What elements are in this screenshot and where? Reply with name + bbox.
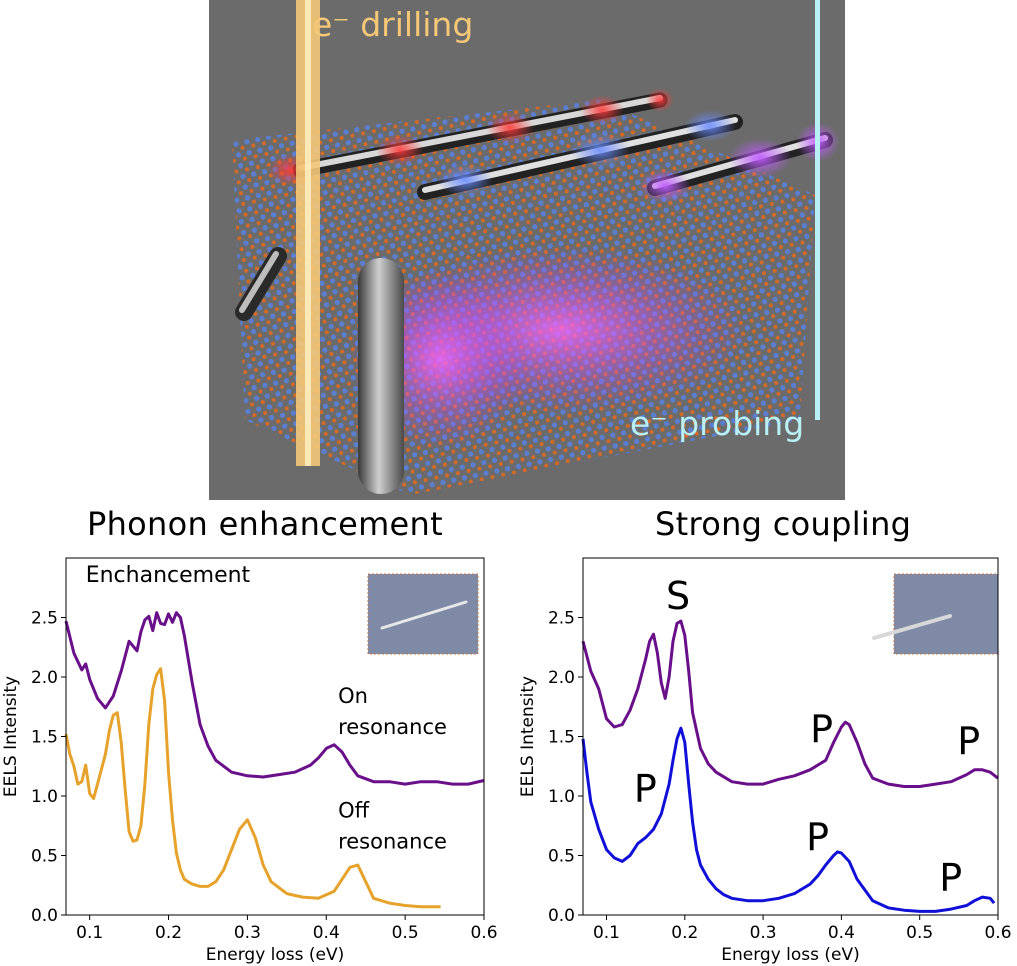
- left-panel-title: Phonon enhancement: [87, 505, 443, 543]
- x-tick-label: 0.4: [313, 923, 340, 943]
- y-tick-label: 0.0: [31, 906, 58, 926]
- x-tick-label: 0.4: [828, 923, 855, 943]
- nanostructure-illustration: e⁻ drilling e⁻ probing: [209, 0, 845, 500]
- y-tick-label: 0.5: [31, 847, 58, 867]
- annotation-label: P: [806, 816, 829, 860]
- y-axis-label: EELS Intensity: [518, 676, 538, 797]
- nanorod-mid-blue: [417, 110, 743, 200]
- series-line-2: [64, 667, 441, 909]
- annotation-label: Enchancement: [86, 563, 251, 588]
- x-tick-label: 0.2: [155, 923, 182, 943]
- y-tick-label: 1.0: [31, 787, 58, 807]
- x-tick-label: 0.6: [470, 923, 497, 943]
- right-panel-title: Strong coupling: [655, 505, 912, 543]
- annotation-label: P: [939, 856, 962, 900]
- inset-thumbnail: [872, 573, 999, 655]
- x-tick-label: 0.3: [750, 923, 777, 943]
- y-tick-label: 2.5: [31, 609, 58, 629]
- x-tick-label: 0.5: [392, 923, 419, 943]
- series-line-1: [64, 611, 485, 786]
- x-tick-label: 0.2: [671, 923, 698, 943]
- series-line-2: [581, 726, 996, 913]
- annotation-label: On: [338, 684, 368, 708]
- annotation-label: P: [810, 707, 833, 751]
- inset-thumbnail: [367, 573, 479, 655]
- strong-coupling-chart: 0.1 0.2 0.3 0.4 0.5 0.6 0.0 0.5 1.0 1.5 2.0 2.5 Ener…: [518, 557, 1012, 965]
- y-tick-label: 2.0: [31, 668, 58, 688]
- x-axis-label: Energy loss (eV): [206, 945, 345, 965]
- nanorod-vertical: [358, 258, 404, 494]
- y-tick-label: 1.5: [31, 728, 58, 748]
- nanorod-right-violet: [639, 122, 840, 203]
- nanorod-left-short: [235, 247, 287, 321]
- annotation-label: P: [957, 719, 980, 763]
- drilling-label: e⁻ drilling: [312, 5, 473, 44]
- x-tick-label: 0.5: [906, 923, 933, 943]
- y-axis-label: EELS Intensity: [1, 676, 21, 797]
- annotation-label: P: [634, 767, 657, 811]
- x-tick-label: 0.1: [593, 923, 620, 943]
- annotation-label: resonance: [338, 829, 447, 853]
- x-tick-label: 0.1: [76, 923, 103, 943]
- y-tick-label: 0.5: [548, 847, 575, 867]
- x-tick-label: 0.3: [234, 923, 261, 943]
- nanorod-top-red: [268, 88, 674, 186]
- y-tick-label: 1.5: [548, 728, 575, 748]
- y-tick-label: 1.0: [548, 787, 575, 807]
- x-axis-label: Energy loss (eV): [721, 945, 860, 965]
- x-tick-label: 0.6: [984, 923, 1011, 943]
- y-tick-label: 2.5: [548, 609, 575, 629]
- y-tick-label: 2.0: [548, 668, 575, 688]
- probing-beam: [815, 0, 820, 420]
- annotation-label: Off: [338, 798, 370, 822]
- annotation-label: resonance: [338, 715, 447, 739]
- annotation-label: S: [666, 574, 690, 618]
- phonon-enhancement-chart: 0.1 0.2 0.3 0.4 0.5 0.6 0.0 0.5 1.0 1.5 2.0 2.5 Ener…: [1, 557, 498, 965]
- probing-label: e⁻ probing: [630, 404, 804, 443]
- series-line-1: [581, 619, 999, 788]
- y-tick-label: 0.0: [548, 906, 575, 926]
